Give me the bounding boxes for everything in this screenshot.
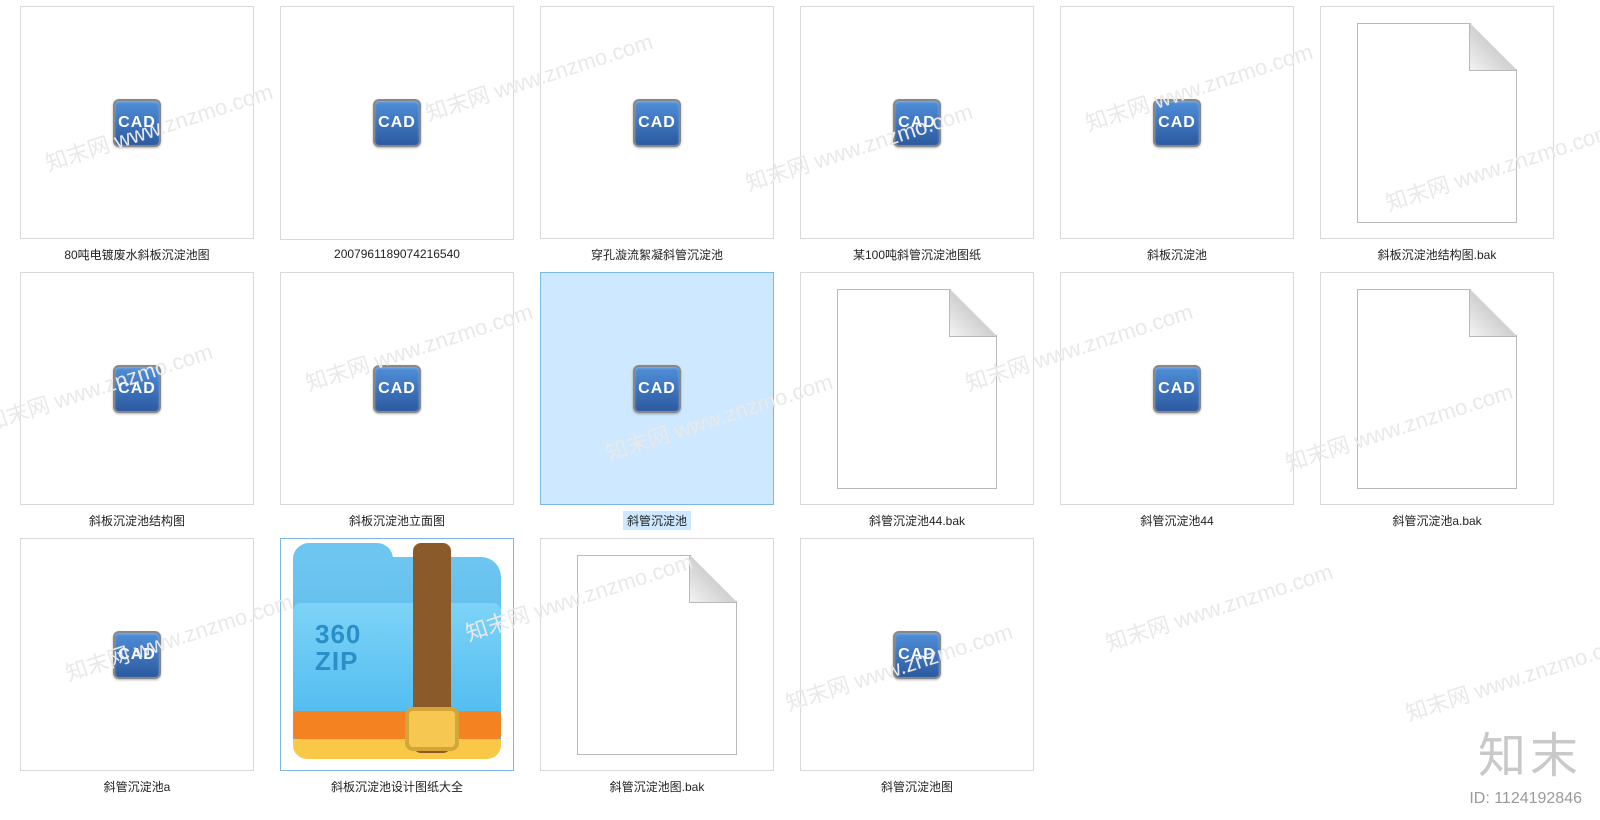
file-label: 斜管沉淀池a [100, 777, 175, 796]
file-item[interactable]: CAD 斜管沉淀池图 [790, 536, 1044, 798]
file-item[interactable]: CAD 斜管沉淀池a [10, 536, 264, 798]
file-thumbnail[interactable]: 360ZIP [280, 538, 514, 771]
file-item[interactable]: CAD 某100吨斜管沉淀池图纸 [790, 4, 1044, 266]
file-label: 2007961189074216540 [330, 246, 464, 262]
zip-archive-icon: 360ZIP [285, 543, 509, 767]
file-thumbnail[interactable]: CAD [1060, 272, 1294, 505]
file-item[interactable]: 斜管沉淀池图.bak [530, 536, 784, 798]
cad-icon: CAD [1153, 99, 1201, 147]
document-icon [577, 555, 737, 755]
file-thumbnail[interactable]: CAD [20, 6, 254, 239]
file-label: 80吨电镀废水斜板沉淀池图 [60, 245, 213, 264]
file-label: 斜板沉淀池结构图 [85, 511, 189, 530]
file-item[interactable]: CAD 斜板沉淀池结构图 [10, 270, 264, 532]
file-item[interactable]: 360ZIP 斜板沉淀池设计图纸大全 [270, 536, 524, 798]
file-thumbnail[interactable]: CAD [20, 272, 254, 505]
file-thumbnail[interactable] [1320, 272, 1554, 505]
file-label: 斜板沉淀池立面图 [345, 511, 449, 530]
file-label: 穿孔漩流絮凝斜管沉淀池 [587, 245, 727, 264]
file-label: 斜管沉淀池44.bak [865, 511, 969, 530]
cad-icon: CAD [113, 99, 161, 147]
file-thumbnail[interactable]: CAD [20, 538, 254, 771]
file-thumbnail[interactable] [1320, 6, 1554, 239]
cad-icon: CAD [113, 365, 161, 413]
file-item[interactable]: 斜板沉淀池结构图.bak [1310, 4, 1564, 266]
document-icon [1357, 23, 1517, 223]
cad-icon: CAD [373, 365, 421, 413]
document-icon [1357, 289, 1517, 489]
file-thumbnail[interactable]: CAD [800, 538, 1034, 771]
cad-icon: CAD [1153, 365, 1201, 413]
cad-icon: CAD [113, 631, 161, 679]
file-thumbnail[interactable] [800, 272, 1034, 505]
file-label: 斜管沉淀池a.bak [1388, 511, 1485, 530]
file-thumbnail[interactable]: CAD [280, 272, 514, 505]
cad-icon: CAD [893, 631, 941, 679]
file-label: 斜管沉淀池44 [1136, 511, 1217, 530]
file-item[interactable]: CAD 斜管沉淀池 [530, 270, 784, 532]
file-label: 斜管沉淀池图 [877, 777, 957, 796]
file-thumbnail[interactable]: CAD [540, 6, 774, 239]
cad-icon: CAD [633, 365, 681, 413]
file-label: 斜板沉淀池设计图纸大全 [327, 777, 467, 796]
file-item[interactable]: CAD 80吨电镀废水斜板沉淀池图 [10, 4, 264, 266]
file-label: 斜板沉淀池结构图.bak [1374, 245, 1501, 264]
cad-icon: CAD [373, 99, 421, 147]
file-label: 某100吨斜管沉淀池图纸 [849, 245, 985, 264]
document-icon [837, 289, 997, 489]
file-label: 斜管沉淀池 [623, 511, 691, 530]
cad-icon: CAD [893, 99, 941, 147]
cad-icon: CAD [633, 99, 681, 147]
file-item[interactable]: CAD 穿孔漩流絮凝斜管沉淀池 [530, 4, 784, 266]
file-grid: CAD80吨电镀废水斜板沉淀池图CAD2007961189074216540CA… [0, 0, 1600, 802]
file-thumbnail[interactable]: CAD [800, 6, 1034, 239]
file-item[interactable]: CAD 斜板沉淀池立面图 [270, 270, 524, 532]
file-item[interactable]: 斜管沉淀池44.bak [790, 270, 1044, 532]
file-label: 斜板沉淀池 [1143, 245, 1211, 264]
file-thumbnail[interactable] [540, 538, 774, 771]
file-item[interactable]: CAD 2007961189074216540 [270, 4, 524, 266]
file-thumbnail[interactable]: CAD [1060, 6, 1294, 239]
file-thumbnail[interactable]: CAD [540, 272, 774, 505]
file-item[interactable]: CAD 斜管沉淀池44 [1050, 270, 1304, 532]
file-thumbnail[interactable]: CAD [280, 6, 514, 240]
file-label: 斜管沉淀池图.bak [606, 777, 709, 796]
file-item[interactable]: 斜管沉淀池a.bak [1310, 270, 1564, 532]
file-item[interactable]: CAD 斜板沉淀池 [1050, 4, 1304, 266]
